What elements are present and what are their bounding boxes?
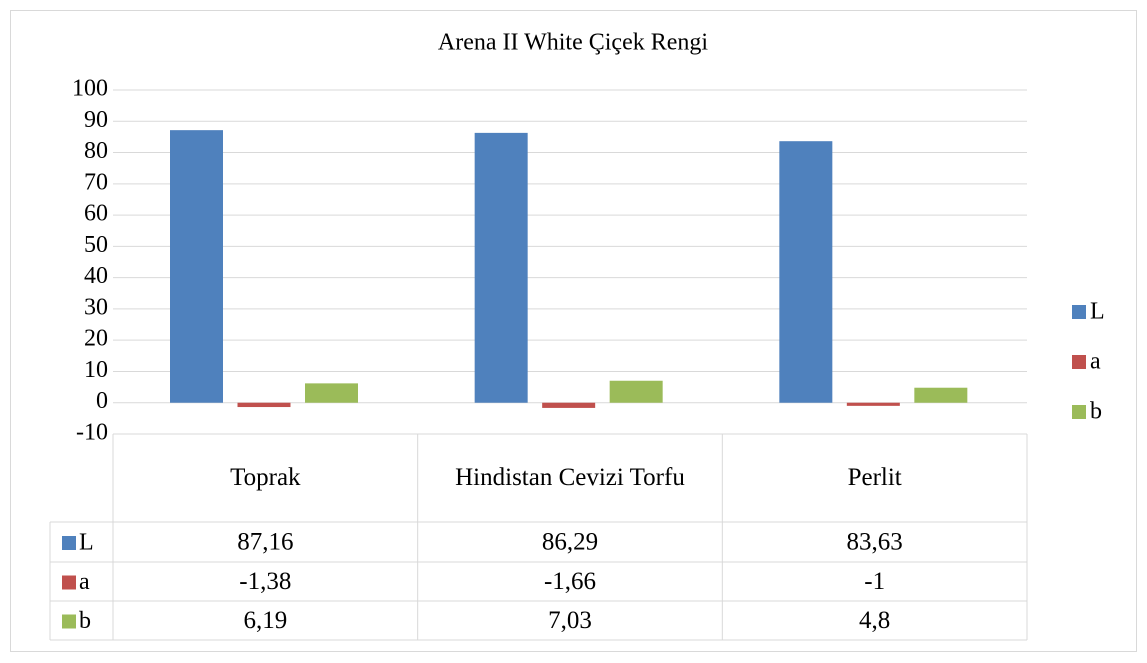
table-value: 86,29 [542, 529, 598, 556]
bar [474, 132, 528, 403]
table-value: 7,03 [548, 607, 592, 634]
legend-key [1072, 305, 1086, 319]
y-tick-label: 30 [84, 294, 108, 320]
cell: Perlit [722, 434, 1027, 522]
table-legend-key [62, 536, 76, 550]
table-value: -1 [864, 568, 885, 595]
table-legend-key [62, 575, 76, 590]
table-value: 87,16 [237, 529, 293, 556]
y-tick-label: 20 [84, 326, 108, 352]
cell: Hindistan Cevizi Torfu [418, 434, 723, 522]
table-legend-label: a [79, 569, 90, 595]
table-value: 83,63 [847, 529, 903, 556]
x-tick-label: Hindistan Cevizi Torfu [455, 464, 685, 491]
table-value: -1,66 [544, 568, 596, 595]
y-tick-label: 80 [84, 138, 108, 164]
cell: Toprak [113, 434, 418, 522]
table-value: 6,19 [243, 607, 287, 634]
legend-key [1072, 405, 1086, 419]
x-tick-label: Perlit [847, 464, 902, 491]
legend-key [1072, 355, 1086, 369]
category-cell: Toprak [113, 434, 418, 522]
bar [779, 141, 833, 403]
y-tick-label: 70 [84, 169, 108, 195]
category-cell: Hindistan Cevizi Torfu [418, 434, 723, 522]
table-legend-label: L [79, 530, 94, 556]
bar [305, 383, 358, 403]
category-cell: Perlit [722, 434, 1027, 522]
y-tick-label: 90 [84, 107, 108, 133]
bar [914, 387, 968, 403]
bar [846, 402, 900, 406]
bar [542, 402, 596, 408]
bar [237, 402, 291, 408]
legend-label: L [1090, 299, 1105, 325]
y-tick-label: 10 [84, 357, 108, 383]
legend-label: a [1090, 349, 1101, 375]
chart-title: Arena II White Çiçek Rengi [438, 30, 708, 56]
y-tick-label: 40 [84, 263, 108, 289]
table-value: 4,8 [859, 607, 890, 634]
bar [170, 130, 223, 403]
y-tick-label: 50 [84, 232, 108, 258]
y-tick-label: 0 [96, 388, 108, 414]
y-tick-label: -10 [76, 420, 108, 446]
x-tick-label: Toprak [230, 464, 301, 491]
y-tick-label: 100 [72, 76, 108, 102]
legend-label: b [1090, 399, 1102, 425]
y-tick-label: 60 [84, 201, 108, 227]
table-legend-key [62, 614, 76, 629]
bar [609, 380, 663, 403]
table-legend-label: b [79, 608, 91, 634]
table-value: -1,38 [239, 568, 291, 595]
